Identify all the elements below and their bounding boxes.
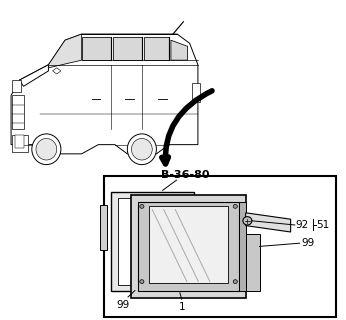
Bar (104, 176, 336, 317)
Text: 92: 92 (296, 220, 309, 230)
Polygon shape (113, 37, 142, 60)
Polygon shape (48, 34, 82, 68)
Polygon shape (118, 198, 187, 285)
Polygon shape (246, 234, 260, 291)
Circle shape (140, 280, 144, 284)
Bar (12, 80, 21, 92)
Polygon shape (53, 68, 61, 74)
Bar (12, 135, 28, 152)
Polygon shape (246, 213, 291, 232)
Text: 99: 99 (301, 238, 314, 248)
Polygon shape (149, 206, 228, 283)
Polygon shape (138, 202, 239, 291)
Circle shape (233, 204, 237, 208)
Bar (12, 95, 24, 129)
Polygon shape (100, 205, 107, 250)
Polygon shape (144, 37, 169, 60)
Text: 1: 1 (178, 302, 185, 312)
Circle shape (243, 217, 252, 225)
Text: 51: 51 (317, 220, 330, 230)
Circle shape (140, 204, 144, 208)
Ellipse shape (36, 139, 57, 160)
Polygon shape (82, 37, 111, 60)
Ellipse shape (131, 139, 152, 160)
Polygon shape (239, 202, 246, 291)
Text: 99: 99 (116, 300, 129, 310)
Polygon shape (19, 65, 48, 86)
Ellipse shape (32, 134, 61, 164)
Polygon shape (111, 192, 194, 291)
FancyArrowPatch shape (162, 91, 212, 164)
Polygon shape (131, 195, 246, 298)
Bar (15, 135, 24, 148)
Bar (192, 83, 200, 102)
Polygon shape (11, 34, 198, 154)
Polygon shape (171, 40, 188, 60)
Text: B-36-80: B-36-80 (161, 170, 209, 180)
Circle shape (233, 280, 237, 284)
Ellipse shape (127, 134, 156, 164)
